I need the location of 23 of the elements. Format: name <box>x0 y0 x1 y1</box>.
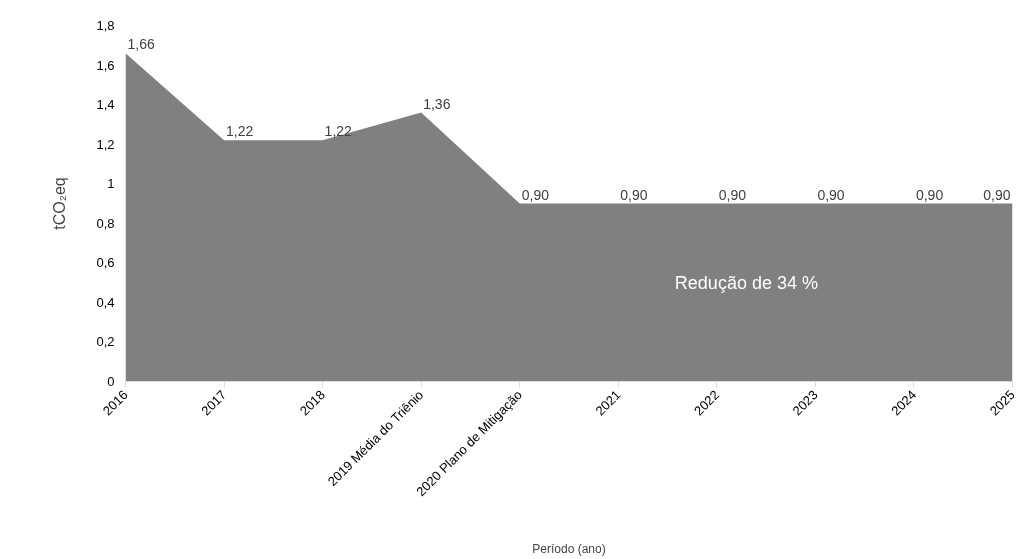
data-label: 0,90 <box>915 186 944 203</box>
data-label: 1,66 <box>127 36 155 53</box>
y-tick-label: 0,8 <box>96 215 115 231</box>
y-axis-title: tCO₂eq <box>51 177 69 230</box>
y-tick-label: 1,6 <box>96 57 115 73</box>
y-tick-label: 1,8 <box>96 18 115 33</box>
y-tick-label: 0,6 <box>96 255 115 271</box>
data-label: 1,22 <box>226 123 254 140</box>
y-tick-label: 1,4 <box>96 97 115 113</box>
x-axis-title: Período (ano) <box>532 542 606 557</box>
y-tick-label: 0,2 <box>96 334 115 350</box>
data-label: 0,90 <box>817 186 845 203</box>
data-label: 1,36 <box>423 95 451 112</box>
y-tick-label: 1,2 <box>96 136 115 152</box>
data-label: 0,90 <box>521 186 550 203</box>
annotation: Redução de 34 % <box>674 272 818 293</box>
y-tick-label: 0,4 <box>96 294 115 310</box>
y-tick-label: 0 <box>107 374 115 389</box>
data-label: 0,90 <box>718 186 747 203</box>
data-label: 1,22 <box>324 123 353 140</box>
y-tick-label: 1 <box>107 176 115 192</box>
data-label: 0,90 <box>620 186 648 203</box>
data-label: 0,90 <box>983 186 1011 203</box>
